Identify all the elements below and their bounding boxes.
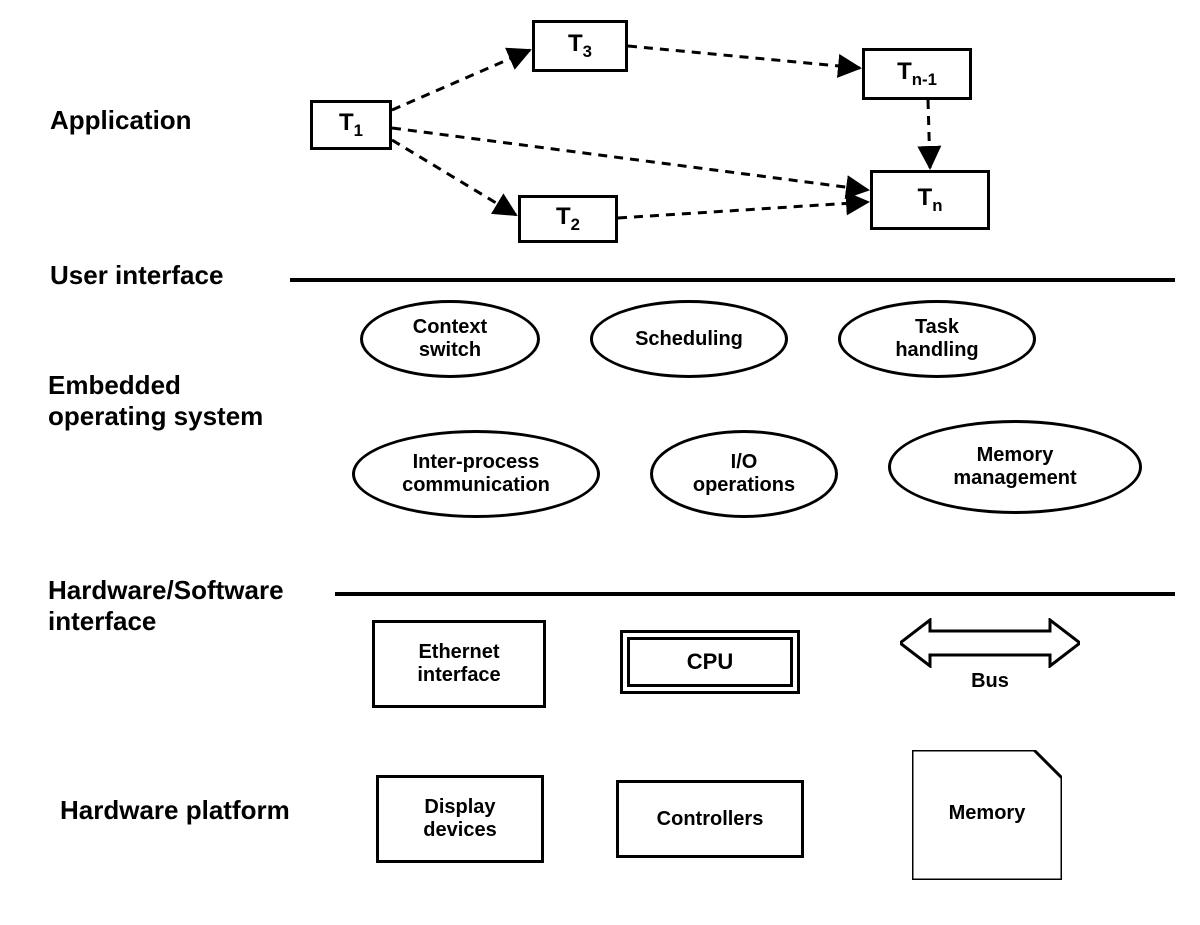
- node-ethernet-interface: Ethernet interface: [372, 620, 546, 708]
- node-controllers: Controllers: [616, 780, 804, 858]
- edge-t1-t2: [392, 140, 516, 215]
- task-node-t3: T3: [532, 20, 628, 72]
- ellipse-memory-management: Memory management: [888, 420, 1142, 514]
- task-node-t2: T2: [518, 195, 618, 243]
- edge-tn1-tn: [928, 100, 930, 168]
- bus-label: Bus: [900, 670, 1080, 693]
- ellipse-io-operations: I/O operations: [650, 430, 838, 518]
- node-memory: Memory: [912, 750, 1062, 880]
- task-node-tn-1: Tn-1: [862, 48, 972, 100]
- ellipse-task-handling: Task handling: [838, 300, 1036, 378]
- diagram-canvas: Application User interface Embedded oper…: [0, 0, 1200, 925]
- task-label: T1: [339, 109, 363, 141]
- task-label: Tn: [918, 184, 943, 216]
- ellipse-ipc: Inter-process communication: [352, 430, 600, 518]
- ellipse-context-switch: Context switch: [360, 300, 540, 378]
- divider-user-interface: [290, 278, 1175, 282]
- edge-t2-tn: [618, 202, 868, 218]
- layer-label-user-interface: User interface: [50, 260, 223, 291]
- edge-t1-t3: [392, 50, 530, 110]
- divider-hw-sw-interface: [335, 592, 1175, 596]
- edge-t3-tn1: [628, 46, 860, 68]
- layer-label-hardware-platform: Hardware platform: [60, 795, 290, 826]
- edge-t1-tn: [392, 128, 868, 190]
- task-label: T3: [568, 30, 592, 62]
- task-node-t1: T1: [310, 100, 392, 150]
- task-label: T2: [556, 203, 580, 235]
- node-cpu-inner: CPU: [627, 637, 793, 687]
- memory-label: Memory: [912, 802, 1062, 825]
- layer-label-embedded-os: Embedded operating system: [48, 370, 263, 432]
- layer-label-hw-sw-interface: Hardware/Software interface: [48, 575, 284, 637]
- node-bus: [900, 618, 1080, 668]
- task-label: Tn-1: [897, 58, 937, 90]
- node-display-devices: Display devices: [376, 775, 544, 863]
- layer-label-application: Application: [50, 105, 192, 136]
- node-cpu: CPU: [620, 630, 800, 694]
- ellipse-scheduling: Scheduling: [590, 300, 788, 378]
- task-node-tn: Tn: [870, 170, 990, 230]
